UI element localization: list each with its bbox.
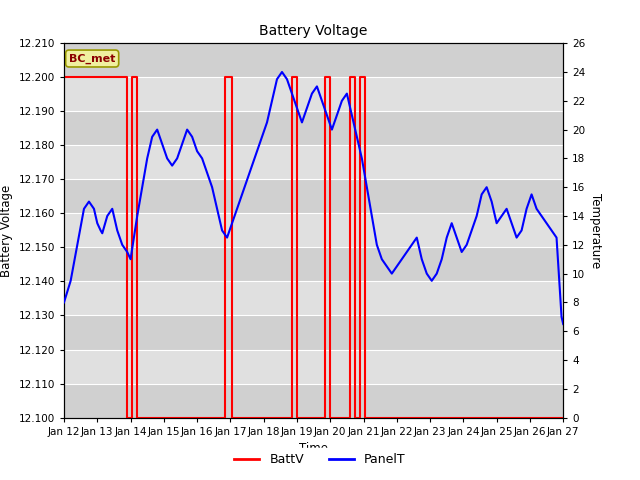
Text: BC_met: BC_met [69, 53, 115, 64]
Y-axis label: Temperature: Temperature [589, 193, 602, 268]
Legend: BattV, PanelT: BattV, PanelT [229, 448, 411, 471]
Bar [64, 77, 563, 111]
Bar [64, 145, 563, 180]
Bar [64, 43, 563, 77]
Bar [64, 315, 563, 349]
Bar [64, 281, 563, 315]
Title: Battery Voltage: Battery Voltage [259, 24, 368, 38]
Bar [64, 214, 563, 247]
Bar [64, 349, 563, 384]
Bar [64, 247, 563, 281]
Bar [64, 111, 563, 145]
Bar [64, 180, 563, 214]
X-axis label: Time: Time [299, 442, 328, 455]
Y-axis label: Battery Voltage: Battery Voltage [0, 184, 13, 276]
Bar [64, 384, 563, 418]
